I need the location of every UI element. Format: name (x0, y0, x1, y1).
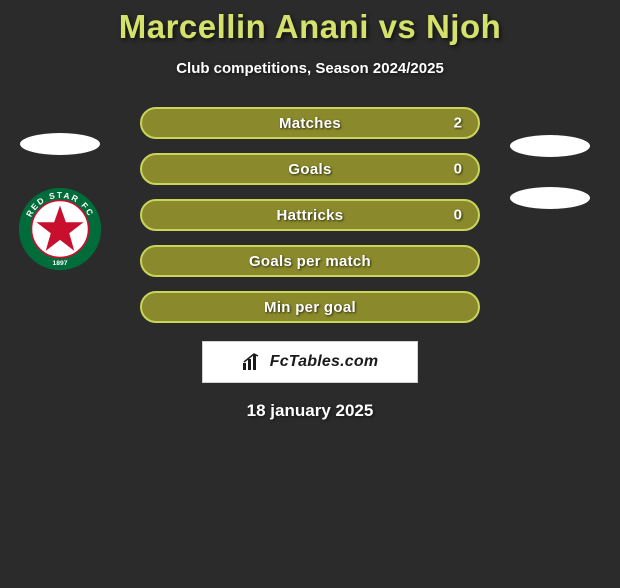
stat-label: Goals per match (249, 253, 371, 270)
stat-label: Goals (288, 161, 331, 178)
subtitle: Club competitions, Season 2024/2025 (0, 60, 620, 77)
page-title: Marcellin Anani vs Njoh (0, 8, 620, 46)
stat-bar: Goals 0 (140, 153, 480, 185)
stat-value: 0 (454, 207, 462, 224)
stat-label: Matches (279, 115, 341, 132)
stat-value: 2 (454, 115, 462, 132)
stat-bar: Min per goal (140, 291, 480, 323)
stats-bars: Matches 2 Goals 0 Hattricks 0 Goals per … (140, 107, 480, 323)
club-badge-red-star: RED STAR FC 1897 (18, 187, 102, 271)
stat-bar: Hattricks 0 (140, 199, 480, 231)
brand-box: FcTables.com (202, 341, 418, 383)
svg-text:1897: 1897 (53, 260, 68, 267)
date: 18 january 2025 (0, 401, 620, 421)
player-photo-placeholder-left (20, 133, 100, 155)
stat-bar: Matches 2 (140, 107, 480, 139)
bars-icon (242, 353, 264, 371)
player-photo-placeholder-right-2 (510, 187, 590, 209)
brand-text: FcTables.com (270, 353, 379, 371)
stat-label: Min per goal (264, 299, 356, 316)
stat-label: Hattricks (277, 207, 344, 224)
stat-value: 0 (454, 161, 462, 178)
player-photo-placeholder-right-1 (510, 135, 590, 157)
stat-bar: Goals per match (140, 245, 480, 277)
